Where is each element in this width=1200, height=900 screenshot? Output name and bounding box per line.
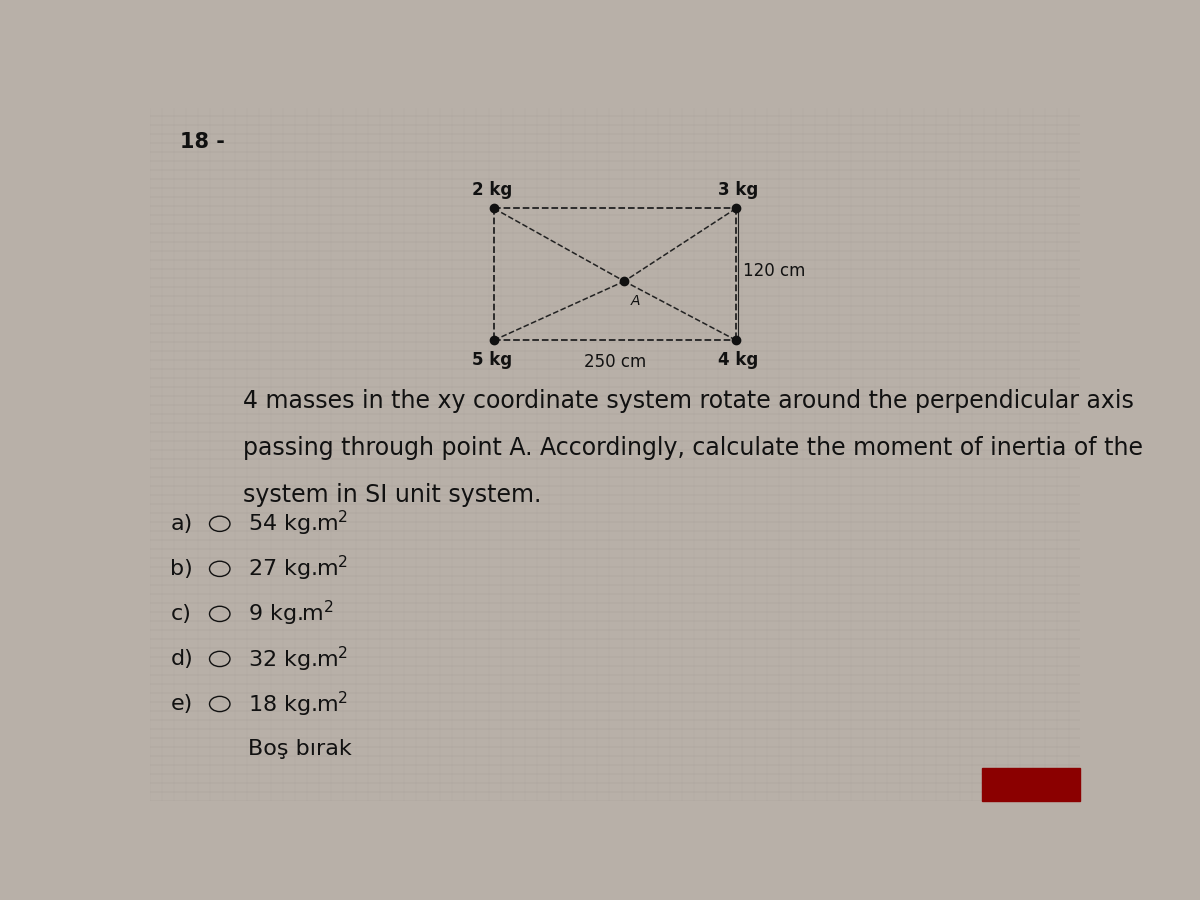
Text: 9 kg.m$^{2}$: 9 kg.m$^{2}$ [247,599,334,628]
Text: 18 -: 18 - [180,132,224,152]
Text: 120 cm: 120 cm [743,262,805,280]
Text: A: A [631,293,641,308]
Text: e): e) [170,694,193,714]
Text: 3 kg: 3 kg [718,182,758,200]
Text: system in SI unit system.: system in SI unit system. [242,483,541,507]
Text: Boş bırak: Boş bırak [247,739,352,759]
Text: 2 kg: 2 kg [472,182,512,200]
Bar [983,768,1080,801]
Text: 4 masses in the xy coordinate system rotate around the perpendicular axis: 4 masses in the xy coordinate system rot… [242,389,1134,413]
Text: b): b) [170,559,193,579]
Text: passing through point A. Accordingly, calculate the moment of inertia of the: passing through point A. Accordingly, ca… [242,436,1142,460]
Text: 54 kg.m$^{2}$: 54 kg.m$^{2}$ [247,509,348,538]
Text: 250 cm: 250 cm [584,353,646,371]
Text: 32 kg.m$^{2}$: 32 kg.m$^{2}$ [247,644,348,673]
Text: 4 kg: 4 kg [718,351,758,369]
Text: 5 kg: 5 kg [472,351,512,369]
Text: 18 kg.m$^{2}$: 18 kg.m$^{2}$ [247,689,348,718]
Text: d): d) [170,649,193,669]
Text: c): c) [170,604,191,624]
Text: a): a) [170,514,193,534]
Text: 27 kg.m$^{2}$: 27 kg.m$^{2}$ [247,554,348,583]
